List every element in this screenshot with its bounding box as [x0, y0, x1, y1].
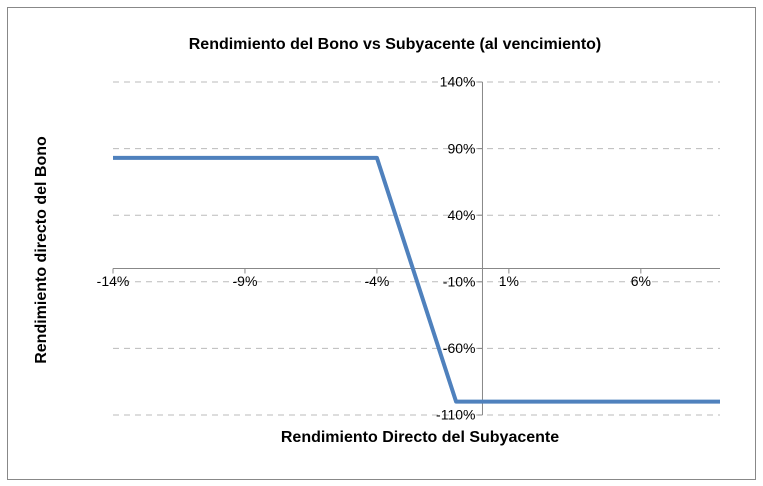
y-tick-label: -60% — [443, 340, 476, 356]
x-tick-label: -14% — [97, 273, 130, 289]
chart-border — [7, 7, 756, 480]
x-tick-label: -9% — [233, 273, 258, 289]
y-tick-label: 140% — [440, 74, 476, 90]
y-tick-label: 90% — [447, 140, 475, 156]
chart-title: Rendimiento del Bono vs Subyacente (al v… — [189, 36, 602, 53]
y-tick-label: 40% — [447, 207, 475, 223]
x-tick-label: 6% — [631, 273, 651, 289]
x-tick-label: -4% — [364, 273, 389, 289]
x-tick-label: 1% — [499, 273, 519, 289]
y-tick-label: -110% — [436, 407, 475, 423]
line — [113, 155, 720, 404]
x-axis-title: Rendimiento Directo del Subyacente — [281, 429, 559, 446]
y-tick-label: -10% — [443, 274, 476, 290]
y-axis-title: Rendimiento directo del Bono — [33, 136, 50, 364]
